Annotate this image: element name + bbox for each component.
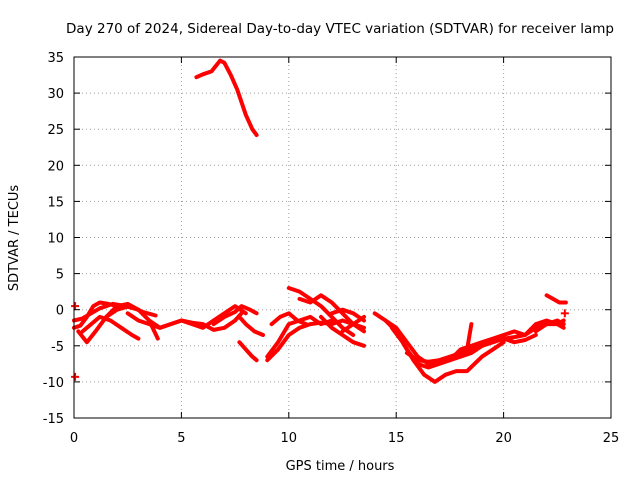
series-arc11	[194, 58, 259, 137]
series-arc4	[80, 314, 141, 341]
series-arc26	[490, 333, 538, 345]
x-tick-label: 0	[70, 431, 78, 446]
y-tick-label: 15	[47, 195, 64, 210]
series-arc9	[237, 314, 265, 337]
series-arc10	[237, 340, 259, 363]
y-tick-label: -15	[43, 412, 64, 427]
plus-marker	[71, 372, 80, 381]
y-tick-label: 5	[56, 268, 64, 283]
y-tick-label: 30	[47, 87, 64, 102]
y-tick-label: 10	[47, 232, 64, 247]
series-arc15	[286, 286, 356, 337]
series-arc14	[269, 311, 308, 327]
series-arc27	[533, 318, 566, 334]
chart-title: Day 270 of 2024, Sidereal Day-to-day VTE…	[66, 21, 614, 37]
series-arc28	[544, 293, 568, 305]
x-tick-label: 20	[495, 431, 512, 446]
x-axis-label: GPS time / hours	[286, 459, 395, 474]
series-arc18	[329, 307, 366, 323]
series-arc23	[404, 322, 474, 364]
x-tick-label: 5	[177, 431, 185, 446]
plus-marker	[560, 309, 569, 318]
y-tick-label: -10	[43, 376, 64, 391]
y-tick-label: -5	[51, 340, 64, 355]
y-tick-label: 0	[56, 304, 64, 319]
y-tick-label: 35	[47, 51, 64, 66]
grid	[74, 57, 611, 418]
series-arc7	[147, 304, 248, 330]
x-tick-label: 25	[603, 431, 620, 446]
series-arc12	[265, 318, 366, 363]
y-tick-label: 20	[47, 159, 64, 174]
series-arc19	[340, 314, 366, 334]
y-axis-label: SDTVAR / TECUs	[7, 185, 22, 292]
series-arc17	[319, 314, 366, 348]
data-series	[71, 58, 569, 384]
x-tick-label: 10	[281, 431, 298, 446]
plus-marker	[71, 302, 80, 311]
axis-ticks: 0 5 10 15 20 25 -15 -10 -5 0 5 10 15 20 25 30 35	[43, 51, 620, 446]
series-arc8	[211, 304, 259, 327]
x-tick-label: 15	[388, 431, 405, 446]
y-tick-label: 25	[47, 123, 64, 138]
